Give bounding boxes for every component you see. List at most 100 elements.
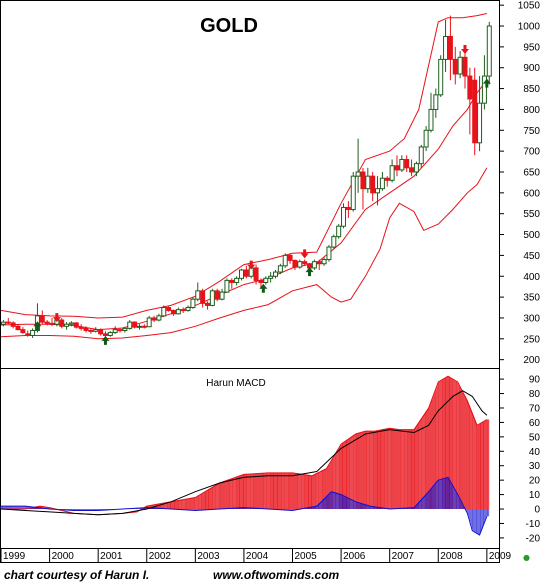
candle-body [370, 175, 376, 194]
candle [64, 322, 70, 330]
candle [68, 321, 74, 327]
candle-body [467, 75, 473, 100]
candle-body [273, 271, 279, 277]
candle [443, 19, 449, 72]
candle-body [64, 323, 70, 327]
candle-body [341, 206, 347, 227]
x-tick-label: 2009 [489, 551, 512, 562]
candle [394, 155, 400, 177]
candle [375, 176, 381, 206]
candle-body [117, 329, 123, 332]
candle-body [238, 269, 244, 279]
candle [389, 159, 395, 183]
candle [423, 126, 429, 152]
candle [287, 253, 293, 264]
candle-body [331, 236, 337, 248]
candle [277, 263, 283, 275]
candle-body [477, 102, 483, 144]
candle-body [83, 327, 89, 331]
signal-line [0, 390, 488, 516]
candle [336, 224, 342, 239]
candle [404, 155, 410, 172]
candle [10, 321, 16, 329]
candle-body [107, 332, 113, 336]
candle-body [73, 322, 79, 328]
candle [302, 259, 308, 266]
candle-body [88, 329, 94, 332]
down-arrow-icon [52, 313, 61, 323]
candle [146, 315, 152, 328]
candle [452, 46, 458, 85]
candle-body [443, 35, 449, 60]
up-arrow-icon [305, 267, 314, 277]
candle [185, 305, 191, 312]
candle-body [360, 171, 366, 190]
candle [25, 330, 31, 337]
candle [78, 324, 84, 331]
chart-title: GOLD [200, 15, 258, 37]
candle [477, 76, 483, 152]
candle-body [102, 333, 108, 336]
candle [102, 331, 108, 337]
candle [297, 259, 303, 269]
macd-y-tick-label: 60 [529, 418, 541, 429]
candle [195, 282, 201, 302]
candle [467, 67, 473, 135]
candle-body [209, 290, 215, 306]
candle-body [122, 327, 128, 331]
candle-body [195, 290, 201, 300]
candle-body [15, 325, 21, 331]
candle [457, 51, 463, 79]
candle [200, 288, 206, 308]
y-tick-label: 600 [523, 188, 540, 199]
candle [180, 307, 186, 313]
candle-body [127, 321, 133, 329]
macd-histogram [0, 376, 490, 535]
candle-body [112, 329, 118, 334]
candle-body [428, 108, 434, 131]
candle-body [433, 94, 439, 110]
candle [151, 315, 157, 323]
signal-arrows [33, 44, 491, 345]
candle [224, 278, 230, 293]
candle [93, 327, 99, 333]
x-tick-label: 2005 [295, 551, 318, 562]
candle-body [180, 309, 186, 312]
caption-website: www.oftwominds.com [213, 568, 340, 582]
candle [418, 144, 424, 168]
candle-body [297, 261, 303, 268]
macd-y-tick-label: 50 [529, 432, 541, 443]
candle [73, 322, 79, 329]
y-tick-label: 800 [523, 105, 540, 116]
candle [438, 55, 444, 97]
up-arrow-icon [101, 335, 110, 345]
candle [209, 288, 215, 307]
candle-body [151, 317, 157, 321]
candle-body [316, 261, 322, 265]
candle [83, 326, 89, 333]
candle-body [399, 158, 405, 171]
candle [253, 264, 259, 285]
candle [132, 321, 138, 329]
candle-body [336, 225, 342, 238]
candle [316, 259, 322, 270]
y-tick-label: 450 [523, 251, 540, 262]
candle [15, 324, 21, 331]
candle-body [311, 261, 317, 269]
candle-body [214, 290, 220, 300]
candle-body [44, 321, 50, 324]
candle [136, 324, 142, 330]
band-upper-line [0, 13, 488, 319]
candle-body [287, 254, 293, 261]
y-tick-label: 700 [523, 147, 540, 158]
candle-body [156, 315, 162, 321]
y-tick-label: 500 [523, 230, 540, 241]
candle-body [268, 275, 274, 279]
candle [39, 310, 45, 325]
candle [243, 265, 249, 279]
candle [384, 176, 390, 187]
up-arrow-icon [259, 283, 268, 293]
candle-body [68, 322, 74, 325]
candle [350, 171, 356, 212]
